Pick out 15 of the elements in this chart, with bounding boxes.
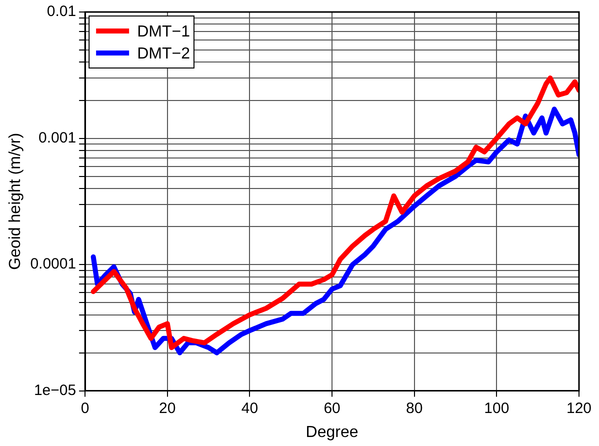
legend-label: DMT−1 — [137, 23, 190, 40]
x-tick-label: 20 — [159, 400, 176, 417]
x-tick-label: 40 — [241, 400, 258, 417]
y-tick-label: 0.001 — [38, 129, 76, 146]
y-tick-label: 0.01 — [46, 3, 76, 20]
y-axis-title: Geoid height (m/yr) — [7, 132, 24, 270]
x-tick-label: 60 — [324, 400, 340, 417]
x-axis-title: Degree — [306, 424, 358, 441]
legend-label: DMT−2 — [137, 45, 190, 62]
x-tick-label: 80 — [406, 400, 423, 417]
x-tick-label: 120 — [566, 400, 592, 417]
x-tick-label: 0 — [80, 400, 90, 417]
y-tick-label: 0.0001 — [30, 256, 76, 273]
y-tick-label: 1e−05 — [34, 382, 76, 399]
x-tick-label: 100 — [484, 400, 510, 417]
